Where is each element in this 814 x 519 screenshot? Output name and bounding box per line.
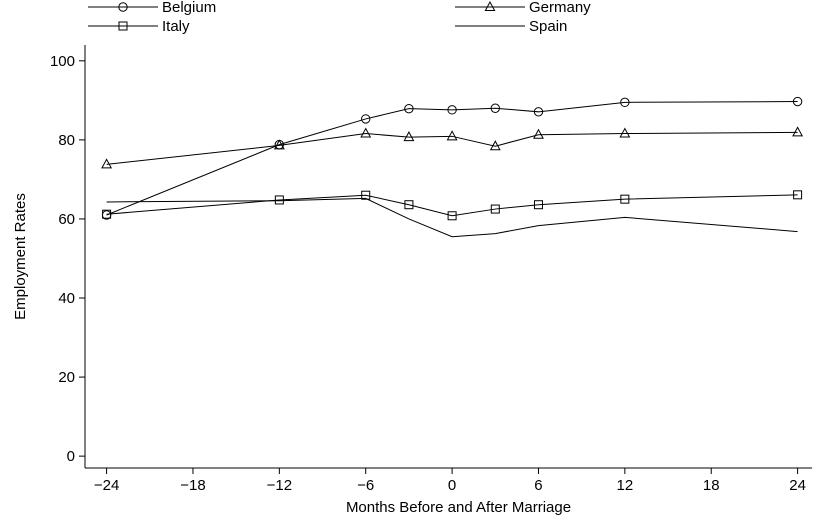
y-axis-title: Employment Rates xyxy=(12,193,29,320)
data-point-italy xyxy=(361,190,371,200)
data-point-belgium xyxy=(792,96,803,107)
legend-item-belgium: Belgium xyxy=(88,0,216,16)
x-ticks: −24 −18 −12 −6 0 6 12 18 24 xyxy=(94,468,806,494)
data-point-italy xyxy=(447,211,457,221)
y-tick-label: 0 xyxy=(67,448,75,465)
legend-item-germany: Germany xyxy=(455,0,591,16)
data-point-belgium xyxy=(620,97,630,108)
x-tick-label: −6 xyxy=(357,477,374,494)
data-point-germany xyxy=(792,126,804,137)
legend-item-italy: Italy xyxy=(88,18,190,35)
legend-marker-germany xyxy=(484,0,496,11)
data-point-germany xyxy=(533,128,544,139)
x-tick-label: 6 xyxy=(534,477,542,494)
y-tick-label: 40 xyxy=(58,290,75,307)
data-point-italy xyxy=(404,200,414,210)
data-point-italy xyxy=(533,200,543,210)
x-tick-label: −18 xyxy=(180,477,205,494)
legend-marker-italy xyxy=(118,21,128,31)
data-point-germany xyxy=(360,127,372,138)
data-point-italy xyxy=(793,190,803,200)
data-point-belgium xyxy=(490,103,500,113)
data-point-belgium xyxy=(533,107,544,117)
x-axis-title: Months Before and After Marriage xyxy=(346,499,571,516)
y-tick-label: 20 xyxy=(58,369,75,386)
series-belgium xyxy=(101,96,803,220)
y-tick-label: 80 xyxy=(58,132,75,149)
legend-label-belgium: Belgium xyxy=(162,0,216,16)
x-tick-label: 0 xyxy=(448,477,456,494)
data-point-germany xyxy=(619,127,631,138)
x-tick-label: 18 xyxy=(703,477,720,494)
data-point-belgium xyxy=(447,105,457,115)
legend-item-spain: Spain xyxy=(455,18,567,35)
data-point-germany xyxy=(101,158,113,169)
x-tick-label: −12 xyxy=(267,477,292,494)
data-point-italy xyxy=(102,209,112,219)
x-tick-label: 12 xyxy=(617,477,634,494)
data-point-italy xyxy=(620,194,630,204)
axes: 0 20 40 60 80 100 −24 −18 −12 −6 0 6 12 18 24 Employm… xyxy=(12,45,812,516)
data-point-germany xyxy=(403,131,415,142)
data-point-germany xyxy=(273,139,285,150)
x-tick-label: 24 xyxy=(789,477,806,494)
data-point-germany xyxy=(489,140,501,151)
series-italy xyxy=(102,190,803,221)
series-line-belgium xyxy=(106,101,798,216)
data-point-italy xyxy=(490,204,500,214)
y-tick-label: 100 xyxy=(50,53,75,70)
legend-label-germany: Germany xyxy=(529,0,591,16)
data-point-germany xyxy=(446,130,458,141)
legend-label-spain: Spain xyxy=(529,18,567,35)
x-tick-label: −24 xyxy=(94,477,119,494)
series-spain xyxy=(106,197,798,238)
legend: Belgium Germany Italy Spain xyxy=(88,0,591,35)
legend-label-italy: Italy xyxy=(162,18,190,35)
data-point-belgium xyxy=(361,114,371,124)
series-line-italy xyxy=(106,194,798,217)
series-germany xyxy=(101,126,804,169)
y-ticks: 0 20 40 60 80 100 xyxy=(50,53,85,465)
legend-marker-belgium xyxy=(118,2,128,12)
data-point-italy xyxy=(274,195,284,205)
series-line-spain xyxy=(106,197,798,238)
data-point-belgium xyxy=(404,103,414,114)
series-line-germany xyxy=(106,131,798,165)
y-tick-label: 60 xyxy=(58,211,75,228)
plot-series xyxy=(101,96,804,238)
